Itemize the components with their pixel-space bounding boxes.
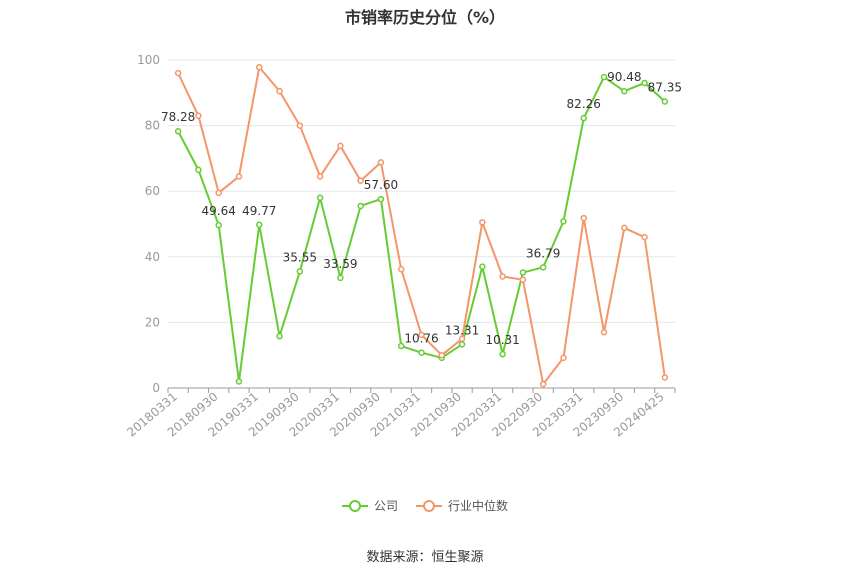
data-point-0	[560, 218, 567, 225]
legend-item-industry-median[interactable]: 行业中位数	[416, 497, 508, 514]
data-label: 90.48	[607, 70, 641, 84]
data-point-1	[641, 233, 648, 241]
data-point-0	[296, 268, 304, 275]
data-point-1	[235, 173, 243, 180]
data-point-0	[256, 221, 263, 229]
data-point-1	[438, 351, 446, 359]
data-label: 35.55	[283, 250, 317, 264]
data-point-1	[479, 219, 486, 226]
data-point-0	[215, 221, 222, 229]
series-lines	[174, 63, 669, 388]
data-label: 57.60	[364, 178, 398, 192]
legend-label-company: 公司	[373, 499, 398, 513]
data-label: 10.76	[404, 332, 438, 346]
data-point-0	[580, 114, 587, 122]
grid-lines	[168, 59, 675, 323]
data-point-1	[397, 266, 405, 273]
data-point-1	[276, 87, 283, 95]
data-labels: 78.28 49.64 49.77 35.55 33.59 57.60 10.76 13.31…	[161, 70, 682, 347]
data-point-0	[377, 195, 385, 203]
data-point-0	[641, 79, 648, 87]
y-tick-label: 60	[145, 184, 160, 198]
data-point-0	[621, 87, 628, 95]
legend-swatch-industry-median	[416, 499, 442, 513]
data-point-1	[418, 331, 425, 339]
y-tick-label: 80	[145, 119, 160, 133]
data-point-1	[539, 380, 547, 388]
legend-swatch-company	[341, 499, 368, 513]
y-tick-label: 40	[145, 250, 160, 264]
chart-title: 市销率历史分位（%）	[344, 8, 506, 27]
data-point-1	[458, 335, 466, 343]
data-point-0	[479, 263, 486, 270]
data-point-1	[337, 142, 344, 150]
data-point-0	[357, 202, 364, 210]
data-point-1	[661, 374, 669, 381]
data-point-0	[539, 264, 547, 271]
data-label: 10.31	[485, 333, 519, 347]
data-point-1	[215, 189, 222, 197]
data-point-0	[519, 269, 527, 276]
data-label: 82.26	[567, 97, 601, 111]
data-point-0	[316, 194, 324, 202]
data-point-0	[458, 341, 466, 348]
data-label: 49.77	[242, 204, 276, 218]
data-point-0	[499, 350, 506, 358]
data-label: 49.64	[202, 204, 236, 218]
y-tick-label: 100	[137, 53, 160, 67]
data-label: 33.59	[323, 257, 357, 271]
legend-item-company[interactable]: 公司	[341, 497, 398, 514]
data-point-1	[621, 224, 628, 232]
data-point-0	[661, 98, 669, 105]
data-point-0	[276, 332, 283, 340]
data-point-1	[256, 63, 263, 71]
data-point-1	[377, 159, 385, 166]
data-point-0	[337, 274, 344, 282]
data-point-1	[296, 122, 304, 129]
data-point-0	[397, 342, 405, 350]
data-label: 36.79	[526, 246, 560, 260]
data-point-1	[357, 177, 364, 184]
data-point-1	[195, 112, 202, 120]
data-label: 78.28	[161, 110, 195, 124]
data-label: 13.31	[445, 323, 479, 337]
data-point-1	[316, 173, 324, 180]
data-point-0	[195, 166, 202, 174]
data-point-0	[418, 349, 425, 356]
data-point-1	[600, 328, 608, 336]
data-source: 数据来源：恒生聚源	[366, 550, 484, 565]
y-tick-label: 0	[152, 381, 160, 395]
y-tick-label: 20	[145, 315, 160, 329]
data-point-0	[235, 378, 243, 385]
data-point-0	[174, 127, 182, 135]
legend: 公司 行业中位数	[0, 497, 850, 514]
data-point-1	[174, 69, 182, 77]
data-point-1	[580, 214, 587, 222]
data-point-0	[600, 73, 608, 81]
data-point-1	[499, 273, 506, 280]
legend-label-industry-median: 行业中位数	[448, 499, 509, 513]
data-point-1	[560, 354, 567, 362]
data-point-1	[519, 276, 527, 284]
data-label: 87.35	[648, 80, 682, 94]
